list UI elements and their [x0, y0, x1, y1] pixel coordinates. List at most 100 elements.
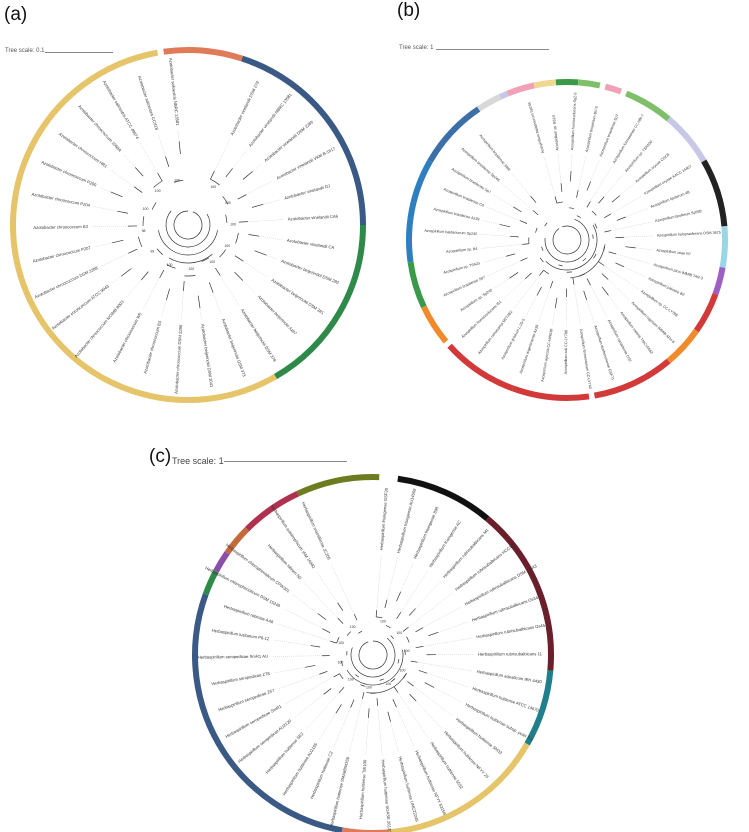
taxon-label: Azotobacter chroococcum B3: [33, 224, 88, 230]
branch: [409, 693, 417, 702]
taxon-label: Herbaspirillum huttiense SMA6BNOS9: [329, 756, 351, 827]
clade-color-band: [224, 527, 250, 555]
leaf-guide-line: [390, 721, 399, 753]
branch: [536, 286, 542, 296]
leaf-guide-line: [283, 608, 323, 629]
leaf-guide-line: [101, 253, 129, 267]
tree-scale-a: Tree scale: 0.1: [5, 48, 125, 54]
taxon-label: Herbaspirillum frisingense 898: [412, 505, 439, 559]
clade-arc: [376, 616, 383, 619]
taxon-label: Herbaspirillum huttiense SOASE 26130: [381, 759, 393, 832]
leaf-guide-line: [157, 133, 166, 157]
bootstrap-value: 100: [396, 631, 402, 635]
clade-color-band: [447, 343, 515, 392]
branch: [520, 257, 528, 262]
tree-panel-a: Azotobacter vinelandii DSM 279 Azotobacte…: [10, 47, 366, 403]
clade-arc: [390, 635, 394, 640]
leaf-guide-line: [365, 717, 369, 756]
clade-color-band: [407, 261, 427, 309]
taxon-label: Herbaspirillum robiniae AA6: [223, 604, 274, 625]
leaf-guide-line: [483, 220, 500, 225]
leaf-guide-line: [483, 256, 507, 263]
leaf-guide-line: [433, 687, 463, 703]
branch: [608, 251, 617, 255]
clade-arc: [358, 630, 363, 634]
branch: [368, 708, 370, 718]
branch: [428, 632, 439, 637]
branch: [519, 220, 528, 224]
clade-arc: [379, 678, 384, 681]
taxon-label: Herbaspirillum seropedicae Z67: [218, 687, 276, 712]
bootstrap-value: 100: [209, 260, 215, 264]
leaf-guide-line: [570, 154, 573, 172]
taxon-label: Azotobacter beijerinckii DSM 373: [221, 318, 247, 378]
taxon-label: Azospirillum canadense DS2: [607, 319, 632, 363]
taxon-label: Herbaspirillum rubrisubalbicans 11: [478, 651, 543, 656]
leaf-guide-line: [400, 562, 414, 592]
bootstrap-value: 98: [142, 229, 146, 233]
leaf-guide-line: [538, 288, 551, 322]
leaf-guide-line: [573, 284, 581, 326]
leaf-guide-line: [603, 265, 638, 289]
leaf-guide-line: [212, 292, 222, 316]
branch: [110, 191, 123, 198]
leaf-guide-line: [577, 156, 587, 191]
backbone-arc: [346, 649, 404, 686]
backbone-arc: [350, 637, 396, 678]
taxon-label: Azospirillum halopraeferens DSM 3675: [657, 231, 721, 238]
branch: [506, 253, 516, 257]
taxon-label: Herbaspirillum rubrisubalbicans Os45: [476, 623, 546, 640]
branch: [197, 295, 201, 309]
leaf-guide-line: [277, 674, 320, 690]
taxon-label: Azotobacter chroococcum P204: [31, 192, 91, 208]
branch: [350, 699, 355, 708]
taxon-label: Azotobacter chroococcum 1069A: [77, 104, 122, 153]
taxon-label: Azospirillum lipoferum 4B: [650, 190, 691, 209]
clade-arc: [593, 253, 597, 259]
branch: [322, 628, 331, 633]
taxon-label: Herbaspirillum huttiense UMC22249: [398, 756, 420, 823]
branch: [141, 271, 149, 281]
leaf-guide-line: [487, 207, 520, 221]
panel-label-c: (c): [149, 446, 172, 467]
bootstrap-value: 100: [225, 201, 231, 205]
clade-arc: [541, 246, 544, 251]
leaf-guide-line: [603, 174, 624, 197]
clade-arc: [142, 216, 145, 226]
leaf-guide-line: [93, 206, 118, 212]
clade-arc: [219, 249, 226, 258]
bootstrap-value: 100: [366, 685, 372, 689]
clade-color-band: [712, 266, 726, 296]
taxon-label: Azotobacter vinelandii DSM 279: [229, 80, 260, 136]
branch: [238, 221, 248, 223]
taxon-label: Herbaspirillum frisingense GSF30: [379, 487, 389, 550]
leaf-guide-line: [377, 705, 383, 756]
clade-arc: [544, 222, 548, 227]
clade-color-band: [192, 593, 343, 832]
leaf-guide-line: [417, 661, 473, 672]
panel-label-b: (b): [397, 0, 421, 21]
tree-scale-bar: [224, 461, 347, 462]
taxon-label: Azotobacter chroococcum DSM 2288: [34, 265, 99, 300]
clade-arc: [222, 196, 229, 205]
bootstrap-value: 100: [167, 263, 173, 267]
branch: [242, 171, 253, 180]
taxon-label: Azospirillum sp. B510: [552, 115, 560, 151]
leaf-guide-line: [232, 149, 248, 169]
bootstrap-value: 100: [155, 189, 161, 193]
branch: [572, 277, 575, 285]
leaf-guide-line: [615, 253, 650, 264]
tree-scale-label: Tree scale: 1: [399, 45, 434, 51]
branch: [586, 181, 591, 191]
branch: [362, 692, 365, 699]
clade-arc: [153, 180, 163, 188]
leaf-guide-line: [552, 307, 556, 325]
clade-color-band: [213, 551, 230, 573]
bootstrap-value: 100: [210, 185, 216, 189]
branch: [604, 213, 612, 219]
branch: [338, 687, 345, 694]
leaf-guide-line: [481, 234, 511, 237]
branch: [133, 186, 143, 193]
branch: [317, 613, 327, 621]
bootstrap-value: 100: [385, 682, 391, 686]
